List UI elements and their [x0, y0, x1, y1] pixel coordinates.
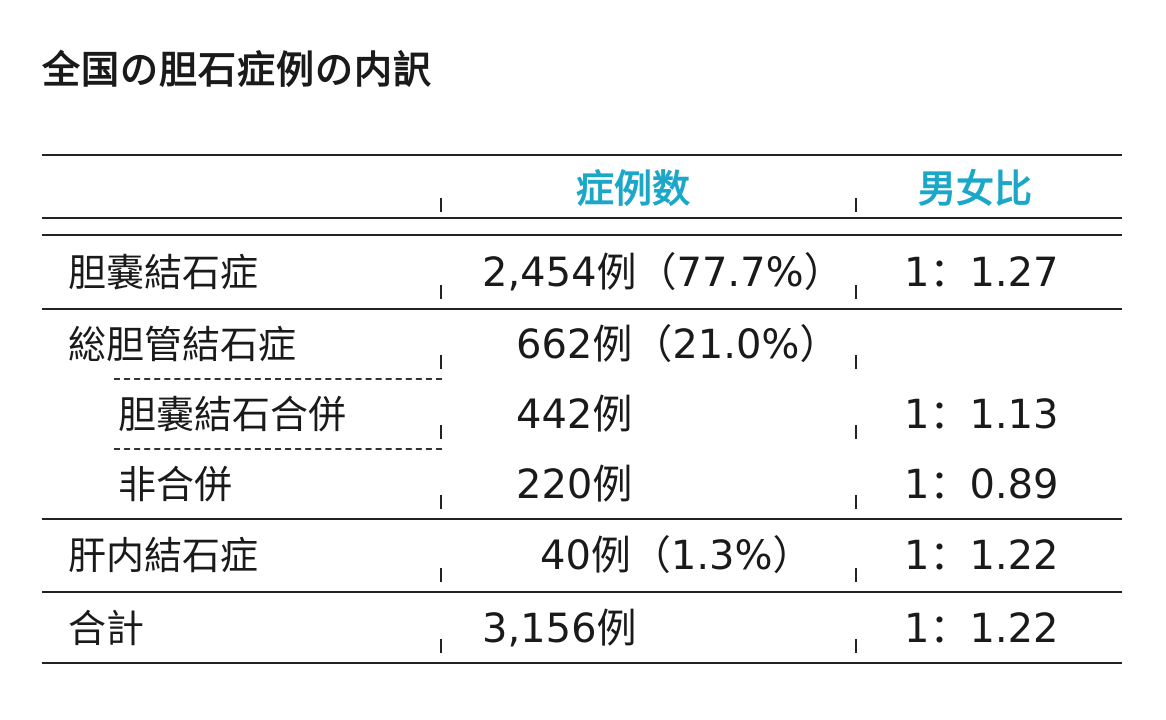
column-tick: [440, 198, 442, 212]
row-label: 胆嚢結石症: [68, 251, 259, 295]
row-label: 合計: [68, 607, 145, 651]
row-rule: [42, 591, 1122, 593]
column-tick: [440, 285, 442, 299]
sub-row-dashed-rule: [114, 448, 442, 450]
column-tick: [855, 425, 857, 439]
column-tick: [855, 568, 857, 582]
page-title: 全国の胆石症例の内訳: [42, 48, 433, 92]
column-tick: [440, 568, 442, 582]
row-cases: 220例: [516, 462, 633, 508]
column-tick: [855, 285, 857, 299]
column-tick: [440, 425, 442, 439]
column-tick: [855, 198, 857, 212]
column-tick: [440, 495, 442, 509]
case-table: 症例数 男女比 胆嚢結石症 2,454例（77.7%） 1：1.27 総胆管結石…: [42, 154, 1122, 666]
row-ratio: 1：1.13: [904, 392, 1059, 438]
row-ratio: 1：1.22: [904, 606, 1059, 652]
table-top-rule: [42, 154, 1122, 156]
body-top-rule: [42, 234, 1122, 236]
column-tick: [440, 639, 442, 653]
row-cases: 662例（21.0%）: [516, 322, 840, 368]
column-tick: [855, 639, 857, 653]
row-ratio: 1：1.27: [904, 250, 1059, 296]
row-rule: [42, 518, 1122, 520]
row-cases: 3,156例: [482, 606, 637, 652]
row-label: 胆嚢結石合併: [118, 393, 347, 437]
row-cases: 40例（1.3%）: [540, 533, 813, 579]
sub-row-dashed-rule: [114, 378, 442, 380]
column-tick: [855, 355, 857, 369]
header-cases: 症例数: [576, 167, 691, 211]
column-tick: [440, 355, 442, 369]
row-rule: [42, 308, 1122, 310]
row-cases: 442例: [516, 392, 633, 438]
header-bottom-rule: [42, 217, 1122, 219]
row-label: 総胆管結石症: [68, 323, 297, 367]
table-bottom-rule: [42, 662, 1122, 664]
row-label: 非合併: [118, 463, 233, 507]
row-cases: 2,454例（77.7%）: [482, 250, 844, 296]
row-ratio: 1：1.22: [904, 533, 1059, 579]
row-label: 肝内結石症: [68, 534, 259, 578]
row-ratio: 1：0.89: [904, 462, 1059, 508]
column-tick: [855, 495, 857, 509]
header-ratio: 男女比: [918, 167, 1033, 211]
